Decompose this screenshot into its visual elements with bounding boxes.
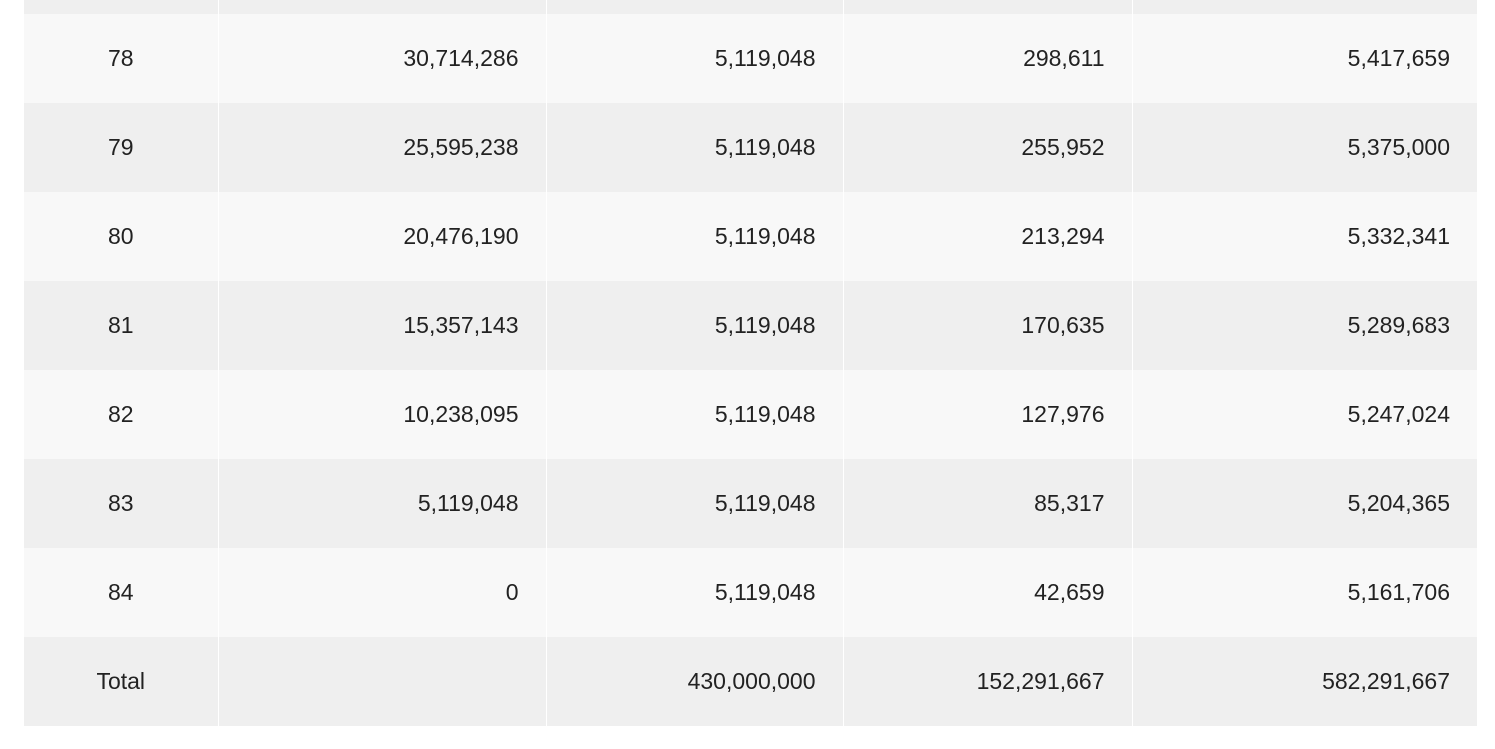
period-cell: 83 [24,459,218,548]
balance-cell: 5,119,048 [217,459,546,548]
principal-cell: 5,119,048 [545,192,843,281]
total-cell: 5,332,341 [1131,192,1477,281]
total-cell: 5,204,365 [1131,459,1477,548]
principal-total-cell: 430,000,000 [545,637,843,726]
total-cell: 5,289,683 [1131,281,1477,370]
principal-cell: 5,119,048 [545,103,843,192]
total-cell: 5,247,024 [1131,370,1477,459]
table-row: 83 5,119,048 5,119,048 85,317 5,204,365 [24,459,1477,548]
schedule-table-body [24,0,1477,14]
schedule-table-container: 78 30,714,286 5,119,048 298,611 5,417,65… [24,0,1477,726]
principal-cell: 5,119,048 [545,281,843,370]
balance-cell: 10,238,095 [217,370,546,459]
interest-cell: 298,611 [842,14,1132,103]
balance-cell: 25,595,238 [217,103,546,192]
principal-cell: 5,119,048 [545,14,843,103]
table-row: 81 15,357,143 5,119,048 170,635 5,289,68… [24,281,1477,370]
principal-cell: 5,119,048 [545,370,843,459]
principal-cell: 5,119,048 [545,459,843,548]
interest-cell: 127,976 [842,370,1132,459]
interest-cell: 85,317 [842,459,1132,548]
balance-cell: 30,714,286 [217,14,546,103]
table-row-partial [24,0,1477,14]
interest-cell: 42,659 [842,548,1132,637]
table-row: 84 0 5,119,048 42,659 5,161,706 [24,548,1477,637]
period-cell: 82 [24,370,218,459]
table-total-row: Total 430,000,000 152,291,667 582,291,66… [24,637,1477,726]
table-row: 80 20,476,190 5,119,048 213,294 5,332,34… [24,192,1477,281]
table-row: 78 30,714,286 5,119,048 298,611 5,417,65… [24,14,1477,103]
total-cell: 5,417,659 [1131,14,1477,103]
interest-cell: 213,294 [842,192,1132,281]
interest-cell: 170,635 [842,281,1132,370]
table-row: 82 10,238,095 5,119,048 127,976 5,247,02… [24,370,1477,459]
balance-cell: 20,476,190 [217,192,546,281]
total-cell: 5,375,000 [1131,103,1477,192]
period-cell: 78 [24,14,218,103]
period-cell: 80 [24,192,218,281]
grand-total-cell: 582,291,667 [1131,637,1477,726]
balance-cell: 15,357,143 [217,281,546,370]
repayment-schedule-table: 78 30,714,286 5,119,048 298,611 5,417,65… [24,0,1477,726]
period-cell: 79 [24,103,218,192]
balance-cell [217,637,546,726]
schedule-rows: 78 30,714,286 5,119,048 298,611 5,417,65… [24,14,1477,726]
principal-cell: 5,119,048 [545,548,843,637]
period-cell: 81 [24,281,218,370]
interest-total-cell: 152,291,667 [842,637,1132,726]
table-row: 79 25,595,238 5,119,048 255,952 5,375,00… [24,103,1477,192]
interest-cell: 255,952 [842,103,1132,192]
period-cell: 84 [24,548,218,637]
total-cell: 5,161,706 [1131,548,1477,637]
balance-cell: 0 [217,548,546,637]
total-label-cell: Total [24,637,218,726]
